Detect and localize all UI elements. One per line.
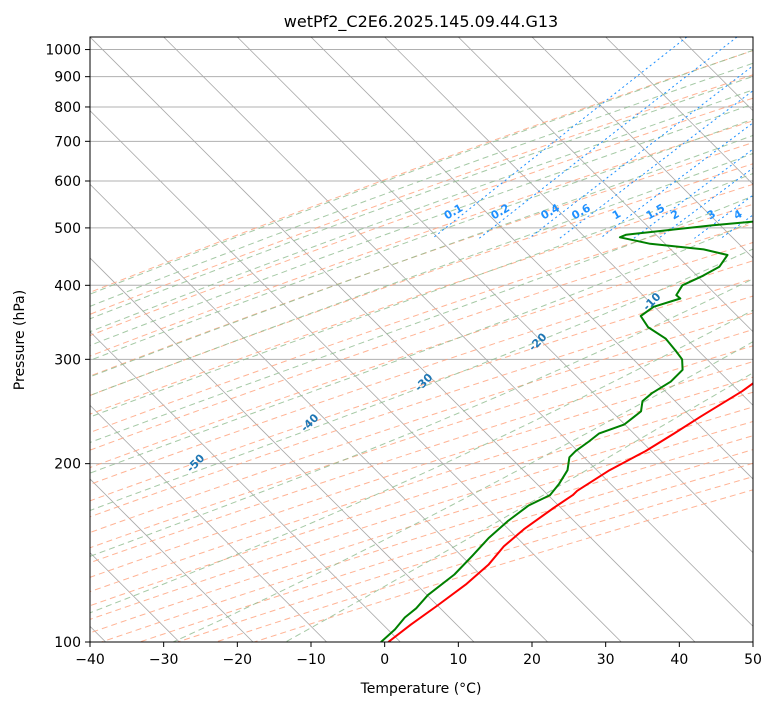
x-tick-label: −40 [75, 652, 105, 668]
x-tick-label: −10 [296, 652, 326, 668]
y-tick-label: 500 [54, 221, 81, 237]
dry-adiabat [90, 278, 753, 502]
skewed-isotherm [90, 183, 548, 642]
profile-lines [380, 220, 753, 642]
moist-adiabat [90, 118, 753, 361]
chart-title: wetPf2_C2E6.2025.145.09.44.G13 [284, 12, 558, 32]
skewed-isotherm [605, 37, 753, 185]
skewed-isotherm [90, 110, 622, 642]
y-tick-label: 600 [54, 174, 81, 190]
dewpoint-line [380, 220, 753, 642]
skewed-isotherm [90, 404, 327, 642]
moist-adiabat [90, 89, 753, 333]
dry-adiabat [90, 329, 753, 549]
x-tick-label: 50 [744, 652, 762, 668]
x-tick-label: 10 [449, 652, 467, 668]
mixing-ratio-line [432, 37, 688, 239]
x-tick-label: 20 [523, 652, 541, 668]
y-tick-label: 900 [54, 70, 81, 86]
dry-adiabat [90, 260, 753, 485]
temperature-line [387, 382, 753, 642]
y-tick-label: 700 [54, 134, 81, 150]
y-tick-label: 800 [54, 100, 81, 116]
x-tick-label: −20 [223, 652, 253, 668]
moist-adiabat [90, 195, 753, 444]
skewed-isotherm [458, 37, 753, 333]
background-lines [90, 37, 753, 642]
y-tick-label: 300 [54, 352, 81, 368]
dry-adiabat [90, 312, 753, 534]
dry-adiabat [90, 74, 753, 315]
moist-adiabat [90, 172, 753, 418]
moist-adiabat [90, 248, 753, 512]
dry-adiabat [90, 50, 753, 293]
x-tick-label: 40 [670, 652, 688, 668]
dry-adiabat [90, 97, 753, 337]
dry-adiabat [90, 163, 753, 396]
moist-adiabat [90, 75, 753, 320]
moist-adiabat [90, 62, 753, 307]
skewed-isotherm [90, 331, 401, 642]
skewed-isotherm [531, 37, 753, 259]
mixing-ratio-line [559, 90, 753, 239]
plot-frame [89, 36, 754, 643]
skewed-isotherm [384, 37, 753, 406]
x-tick-label: 30 [597, 652, 615, 668]
dry-adiabat [90, 120, 753, 357]
mixing-ratio-line [658, 167, 753, 239]
y-tick-label: 400 [54, 278, 81, 294]
skewed-isotherm [237, 37, 753, 554]
y-tick-label: 100 [54, 635, 81, 651]
y-tick-label: 200 [54, 457, 81, 473]
x-axis: −40 −30 −20 −10 0 10 20 30 40 50 [75, 642, 762, 668]
skewed-isotherm [90, 37, 696, 642]
moist-adiabat [90, 49, 753, 295]
moist-adiabat [90, 278, 753, 557]
skewed-isotherm [310, 37, 753, 480]
dry-adiabat [90, 391, 753, 607]
y-axis-label: Pressure (hPa) [12, 290, 28, 390]
moist-adiabat [90, 152, 753, 397]
skewed-isotherm [163, 37, 753, 627]
y-axis: 100 200 300 400 500 600 700 800 900 1000 [45, 43, 90, 651]
dry-adiabat [90, 183, 753, 415]
dry-adiabat [90, 223, 753, 451]
y-tick-label: 1000 [45, 43, 81, 59]
skewed-isotherm [90, 257, 475, 642]
x-tick-label: 0 [380, 652, 389, 668]
dry-adiabat [90, 142, 753, 377]
x-axis-label: Temperature (°C) [360, 681, 482, 697]
dry-adiabat [90, 361, 753, 578]
gridlines [90, 37, 753, 642]
x-tick-label: −30 [149, 652, 179, 668]
